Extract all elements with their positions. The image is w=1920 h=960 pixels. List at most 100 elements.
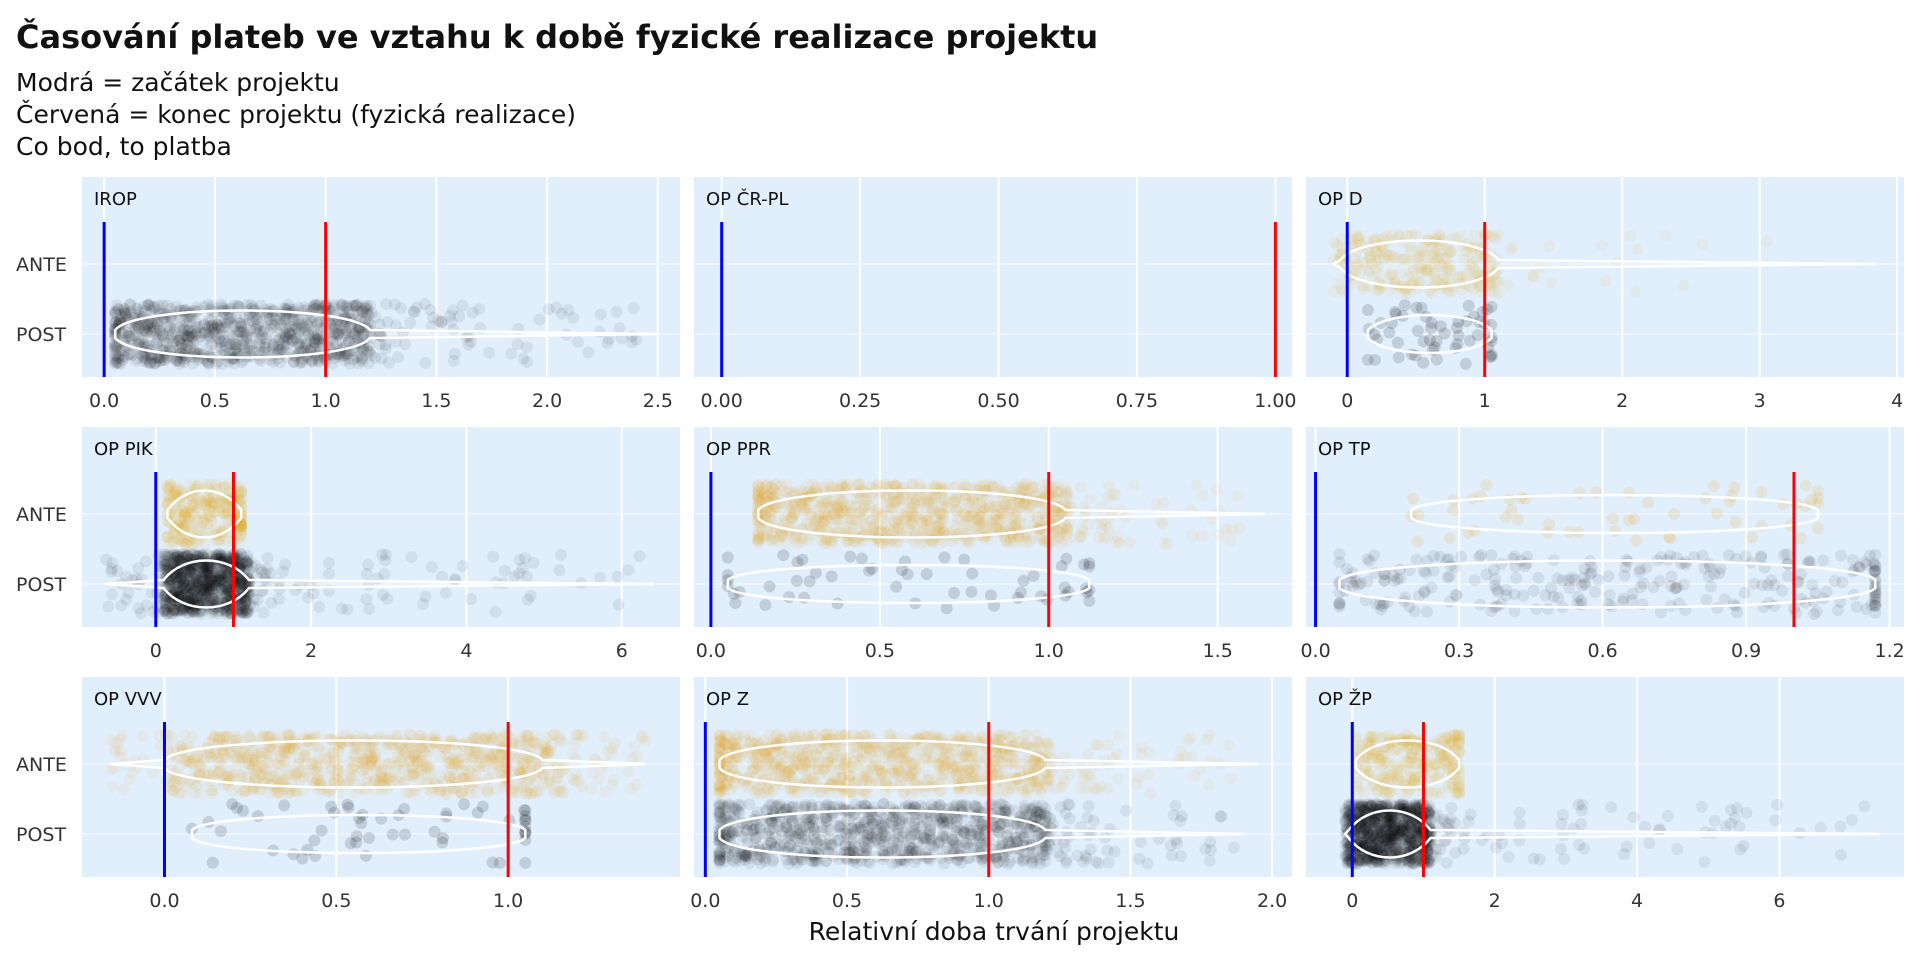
data-point xyxy=(361,343,374,356)
data-point xyxy=(182,330,195,343)
data-point xyxy=(197,565,210,578)
data-point xyxy=(1210,483,1223,496)
data-point xyxy=(360,849,373,862)
data-point xyxy=(783,591,796,604)
data-point xyxy=(380,298,393,311)
data-point xyxy=(253,340,266,353)
data-point xyxy=(517,352,530,365)
y-category-label: ANTE xyxy=(16,254,67,276)
data-point xyxy=(118,305,131,318)
data-point xyxy=(173,335,186,348)
data-point xyxy=(909,509,922,522)
data-point xyxy=(630,778,643,791)
data-point xyxy=(186,731,199,744)
data-point xyxy=(279,313,292,326)
data-point xyxy=(285,320,298,333)
data-point xyxy=(1776,584,1789,597)
data-point xyxy=(312,333,325,346)
data-point xyxy=(274,318,287,331)
data-point xyxy=(178,304,191,317)
data-point xyxy=(415,768,428,781)
data-point xyxy=(104,733,117,746)
data-point xyxy=(235,317,248,330)
data-point xyxy=(223,313,236,326)
data-point xyxy=(1722,549,1735,562)
data-point xyxy=(281,338,294,351)
data-point xyxy=(1817,554,1830,567)
data-point xyxy=(189,324,202,337)
data-point xyxy=(626,330,639,343)
x-tick-label: 0 xyxy=(150,640,162,662)
data-point xyxy=(938,551,951,564)
data-point xyxy=(1835,549,1848,562)
data-point xyxy=(323,567,336,580)
data-point xyxy=(353,323,366,336)
data-point xyxy=(1103,479,1116,492)
data-point xyxy=(145,352,158,365)
data-point xyxy=(158,354,171,367)
data-point xyxy=(519,856,532,869)
data-point xyxy=(222,317,235,330)
data-point xyxy=(230,801,243,814)
data-point xyxy=(201,329,214,342)
data-point xyxy=(798,591,811,604)
data-point xyxy=(231,299,244,312)
data-point xyxy=(308,299,321,312)
data-point xyxy=(282,326,295,339)
data-point xyxy=(1369,254,1382,267)
data-point xyxy=(250,313,263,326)
data-point xyxy=(408,306,421,319)
data-point xyxy=(1074,530,1087,543)
data-point xyxy=(237,334,250,347)
data-point xyxy=(115,599,128,612)
data-point xyxy=(392,746,405,759)
data-point xyxy=(150,336,163,349)
data-point xyxy=(155,351,168,364)
data-point xyxy=(1588,585,1601,598)
data-point xyxy=(109,308,122,321)
data-point xyxy=(161,320,174,333)
data-point xyxy=(279,330,292,343)
data-point xyxy=(124,348,137,361)
data-point xyxy=(408,305,421,318)
data-point xyxy=(199,583,212,596)
data-point xyxy=(1850,601,1863,614)
data-point xyxy=(173,322,186,335)
data-point xyxy=(132,319,145,332)
data-point xyxy=(335,322,348,335)
data-point xyxy=(1403,287,1416,300)
data-point xyxy=(331,316,344,329)
data-point xyxy=(289,331,302,344)
data-point xyxy=(174,347,187,360)
data-point xyxy=(141,339,154,352)
data-point xyxy=(1425,286,1438,299)
data-point xyxy=(341,603,354,616)
data-point xyxy=(359,301,372,314)
data-point xyxy=(117,350,130,363)
data-point xyxy=(249,323,262,336)
subtitle-line-3: Co bod, to platba xyxy=(16,132,232,161)
data-point xyxy=(1677,578,1690,591)
data-point xyxy=(351,305,364,318)
data-point xyxy=(224,316,237,329)
data-point xyxy=(198,319,211,332)
data-point xyxy=(262,314,275,327)
data-point xyxy=(1552,591,1565,604)
facet-title: OP ČR-PL xyxy=(706,188,788,210)
data-point xyxy=(152,352,165,365)
data-point xyxy=(141,318,154,331)
data-point xyxy=(382,356,395,369)
data-point xyxy=(383,756,396,769)
data-point xyxy=(286,323,299,336)
data-point xyxy=(287,356,300,369)
data-point xyxy=(505,347,518,360)
data-point xyxy=(439,587,452,600)
data-point xyxy=(311,333,324,346)
data-point xyxy=(151,317,164,330)
data-point xyxy=(330,338,343,351)
data-point xyxy=(254,769,267,782)
data-point xyxy=(1419,264,1432,277)
data-point xyxy=(109,355,122,368)
data-point xyxy=(465,750,478,763)
data-point xyxy=(279,558,292,571)
